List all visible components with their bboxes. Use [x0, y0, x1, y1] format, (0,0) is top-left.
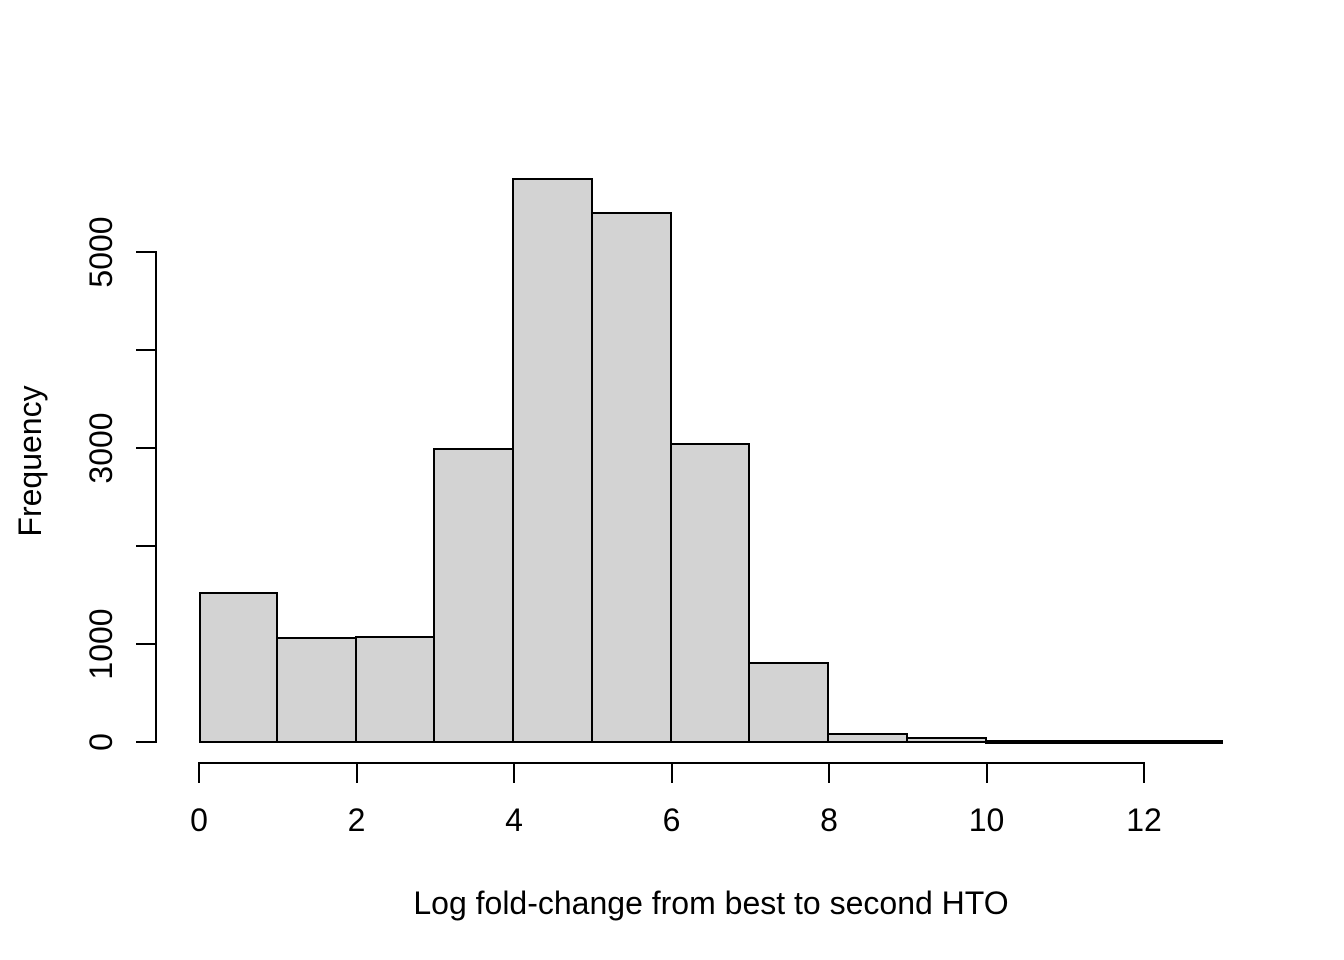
histogram-bar	[670, 443, 750, 743]
x-tick	[1143, 764, 1145, 783]
histogram-bar	[276, 637, 357, 743]
y-tick	[136, 349, 156, 351]
x-tick-label: 6	[662, 802, 681, 838]
y-tick	[136, 447, 156, 449]
x-axis-title: Log fold-change from best to second HTO	[413, 885, 1009, 921]
x-tick	[513, 764, 515, 783]
histogram-bar	[1142, 740, 1223, 745]
x-tick	[355, 764, 358, 783]
x-tick	[985, 764, 988, 783]
histogram-bar	[199, 592, 278, 743]
x-tick-label: 4	[505, 802, 523, 838]
y-tick	[136, 545, 156, 547]
y-tick	[136, 741, 156, 743]
y-tick-label: 5000	[83, 216, 119, 288]
x-tick-label: 8	[820, 802, 838, 838]
y-tick-label: 3000	[83, 412, 119, 484]
x-tick	[828, 764, 830, 783]
histogram-bar	[512, 178, 593, 743]
x-tick-label: 2	[347, 802, 366, 838]
x-tick-label: 0	[190, 802, 208, 838]
histogram-bar	[748, 661, 829, 743]
y-tick-label: 1000	[83, 608, 119, 680]
y-tick-label: 0	[83, 733, 119, 751]
y-axis-line	[155, 251, 157, 743]
x-axis-line	[198, 762, 1145, 764]
x-tick	[670, 764, 673, 783]
histogram-bar	[355, 636, 435, 743]
y-tick	[136, 251, 156, 253]
y-tick	[136, 643, 156, 645]
x-tick-label: 12	[1126, 802, 1162, 838]
y-axis-title: Frequency	[12, 385, 48, 537]
x-tick-label: 10	[968, 802, 1005, 838]
x-tick	[198, 764, 200, 783]
